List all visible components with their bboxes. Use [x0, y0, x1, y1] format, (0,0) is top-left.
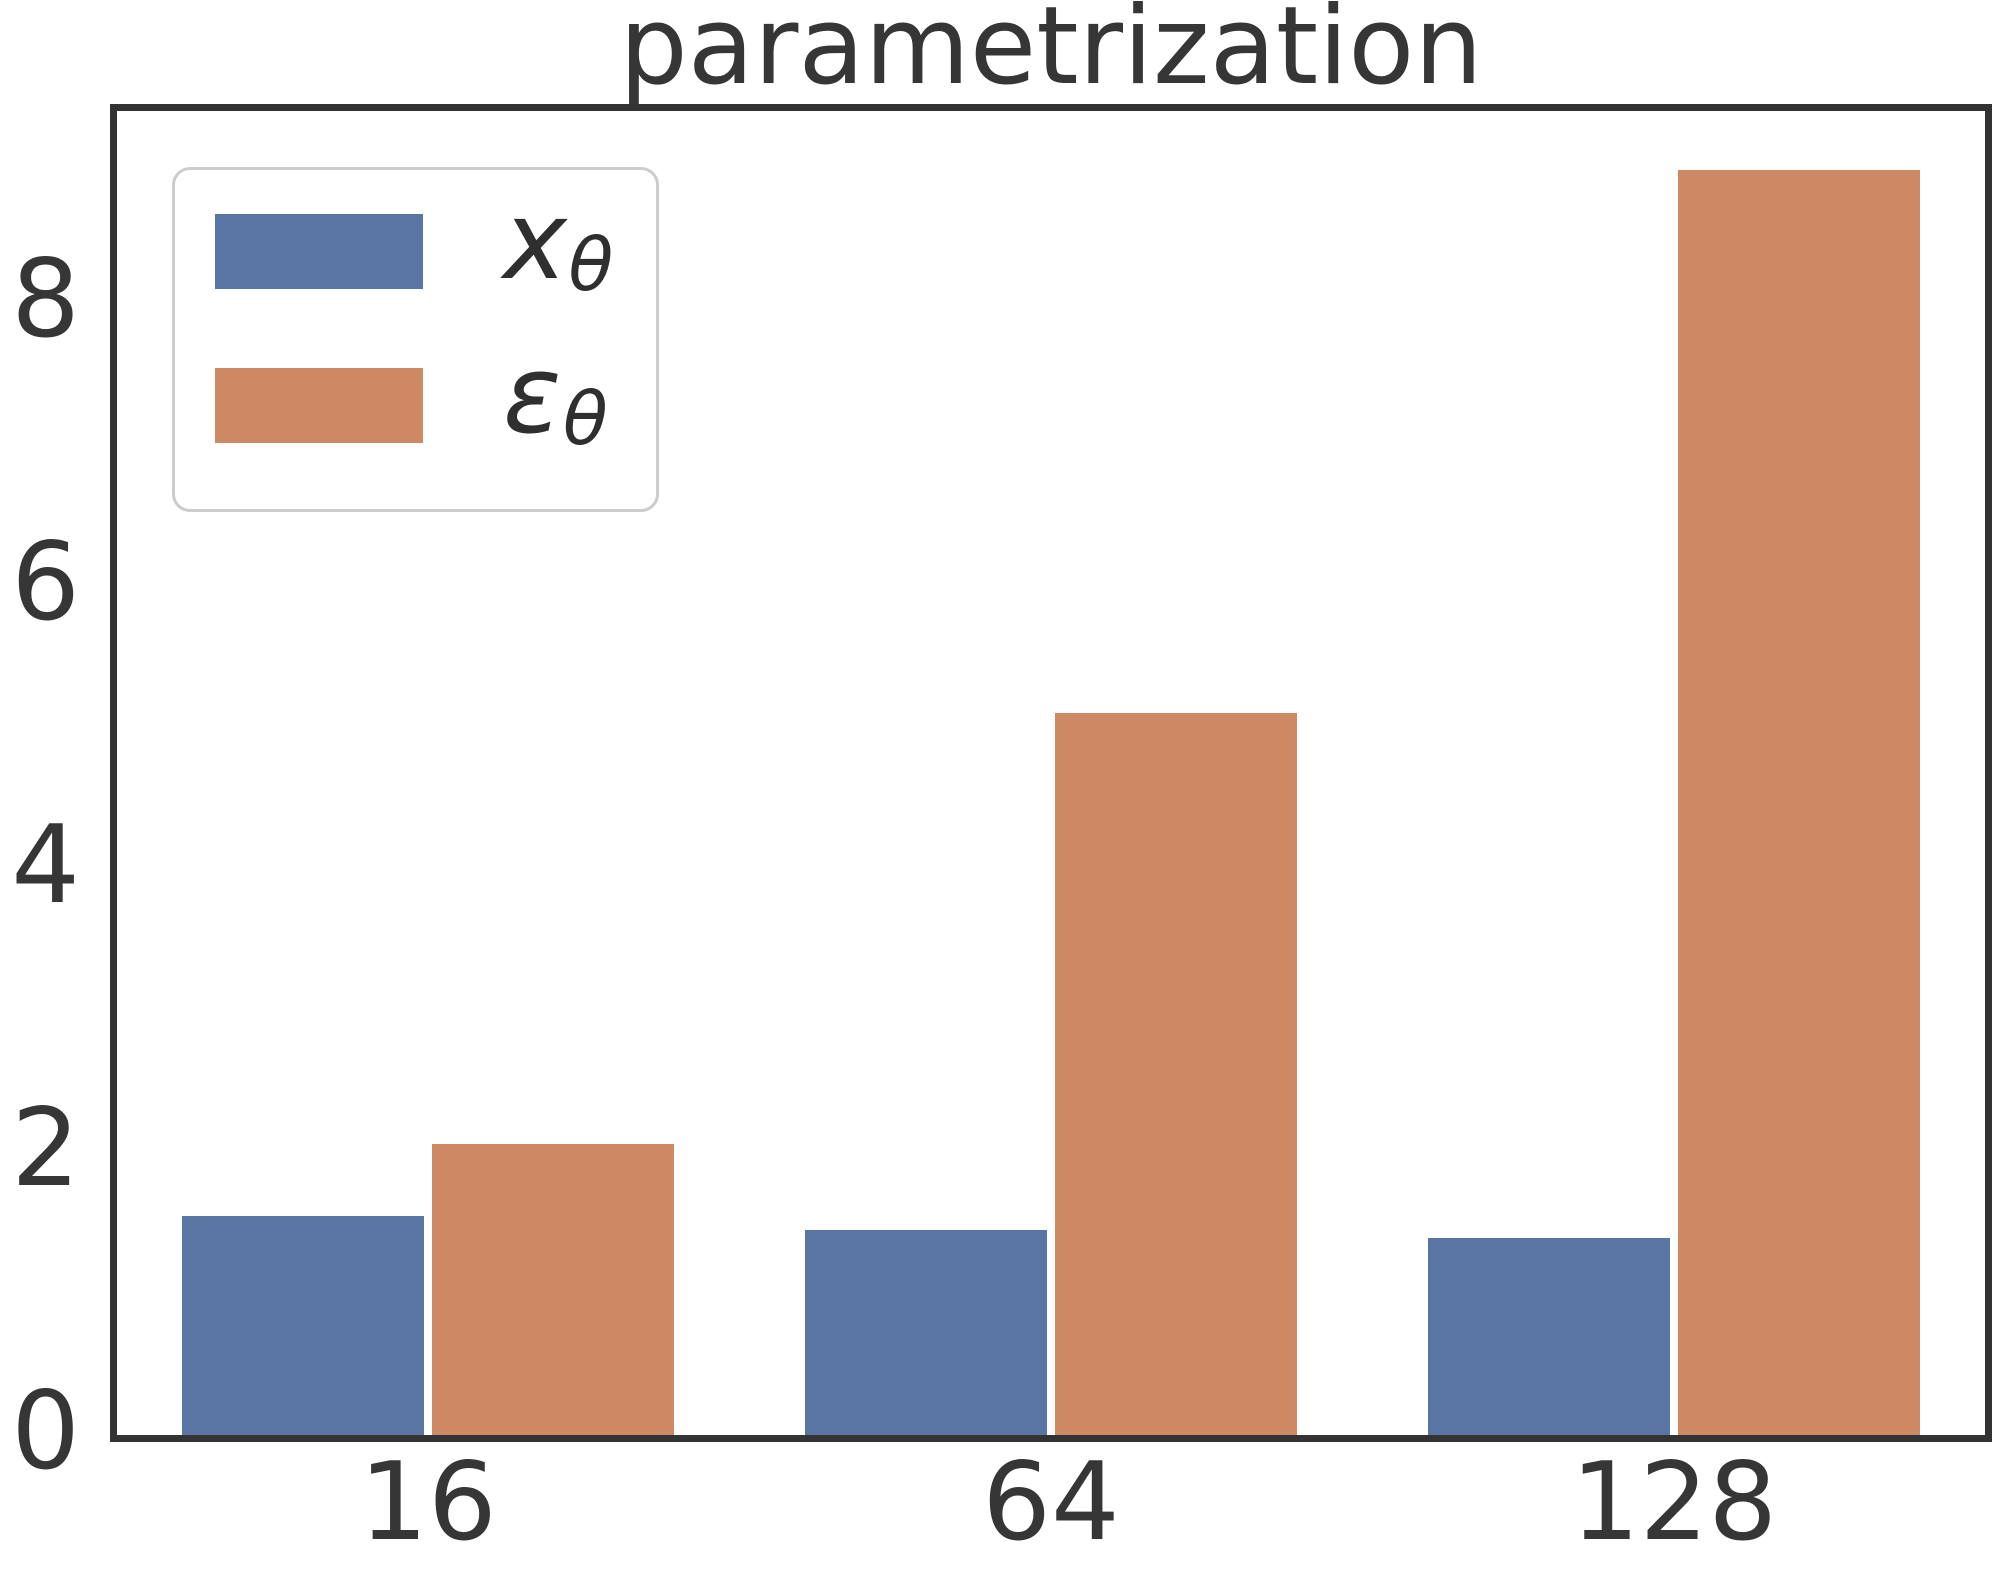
legend-label-x-theta-subscript: θ: [568, 222, 614, 308]
legend-label-x-theta-main: x: [503, 179, 567, 304]
plot-area: xθ εθ: [110, 104, 1992, 1442]
legend-swatch-epsilon-theta: [215, 368, 423, 443]
legend-label-epsilon-theta-main: ε: [503, 333, 562, 458]
x-tick-label-64: 64: [982, 1440, 1120, 1565]
legend-label-epsilon-theta-subscript: θ: [562, 376, 608, 462]
bar-epsilon-theta-16: [430, 1142, 676, 1435]
chart-title: parametrization: [619, 0, 1483, 109]
legend-item-x-theta: xθ: [175, 188, 656, 308]
y-tick-label-2: 2: [11, 1086, 80, 1211]
bar-x-theta-16: [180, 1214, 426, 1435]
legend: xθ εθ: [172, 167, 659, 512]
y-tick-label-8: 8: [11, 237, 80, 362]
bar-epsilon-theta-128: [1676, 168, 1922, 1435]
x-tick-label-128: 128: [1570, 1440, 1778, 1565]
y-tick-label-6: 6: [11, 520, 80, 645]
y-tick-label-4: 4: [11, 803, 80, 928]
bar-x-theta-64: [803, 1228, 1049, 1435]
plot-content: [117, 111, 1985, 1435]
legend-swatch-x-theta: [215, 214, 423, 289]
bar-x-theta-128: [1426, 1236, 1672, 1435]
legend-item-epsilon-theta: εθ: [175, 342, 656, 462]
legend-label-x-theta: xθ: [503, 188, 613, 308]
bar-epsilon-theta-64: [1053, 711, 1299, 1435]
legend-label-epsilon-theta: εθ: [503, 342, 608, 462]
y-tick-label-0: 0: [11, 1369, 80, 1494]
x-tick-label-16: 16: [359, 1440, 497, 1565]
